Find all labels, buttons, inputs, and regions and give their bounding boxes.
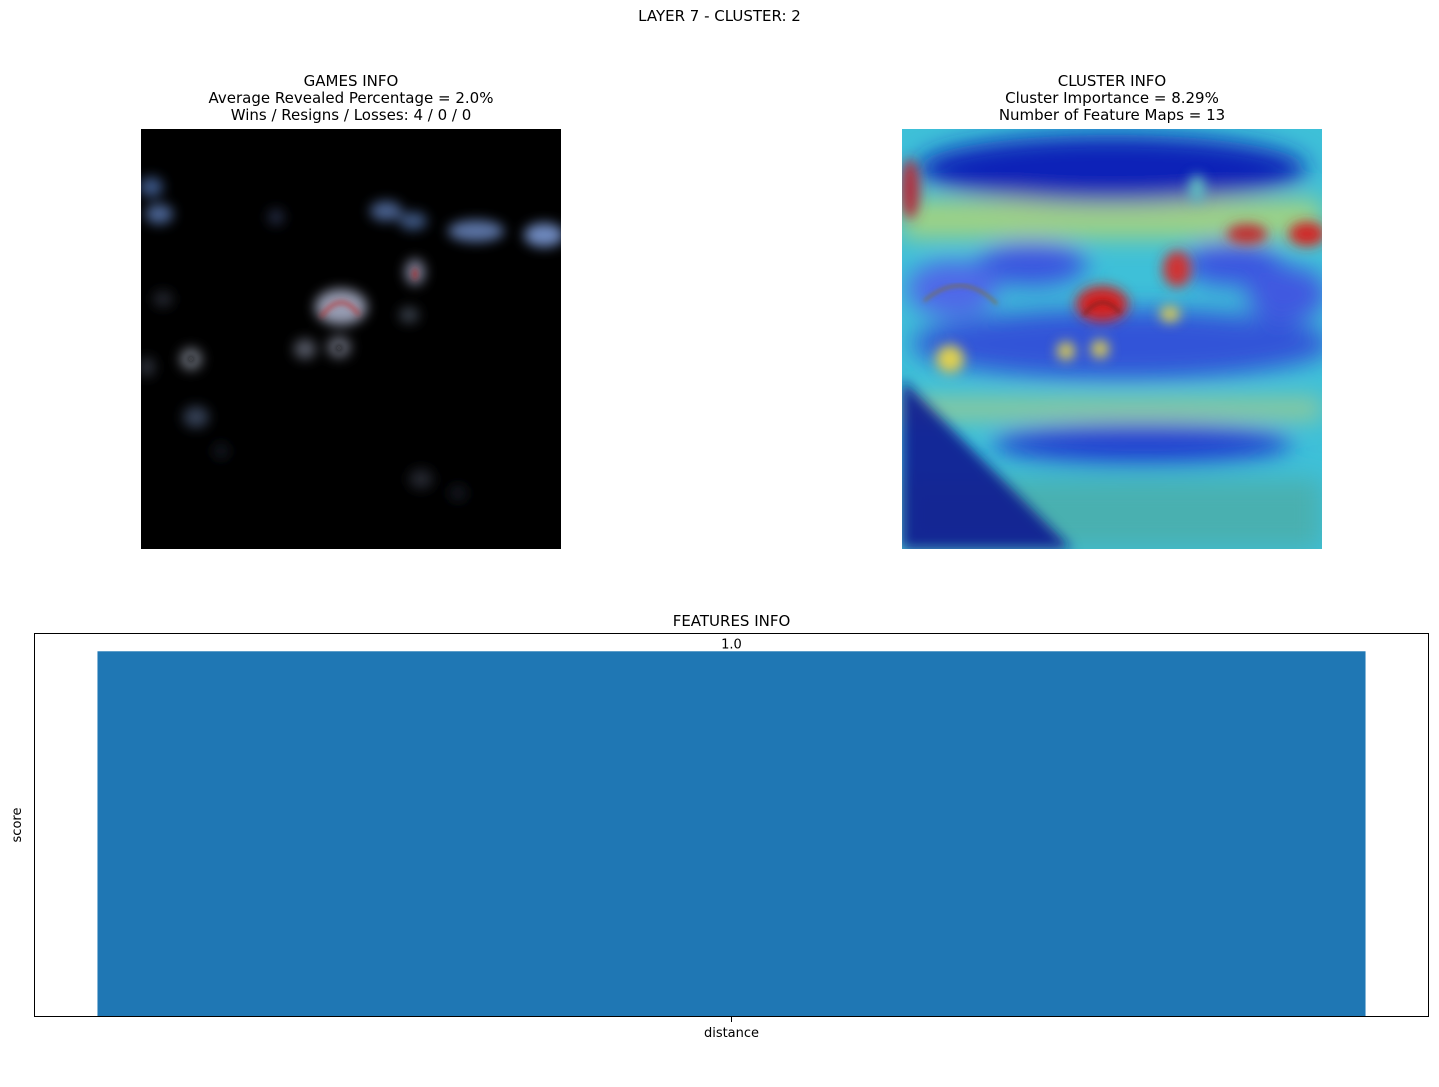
bar-distance [97, 651, 1366, 1017]
cluster-heatmap-image [902, 129, 1322, 549]
x-tick-label: distance [704, 1026, 759, 1041]
games-info-revealed: Average Revealed Percentage = 2.0% [208, 89, 494, 107]
y-axis-label: score [10, 808, 25, 843]
games-masked-image [141, 129, 561, 549]
cluster-info-feature-maps: Number of Feature Maps = 13 [998, 106, 1226, 124]
revealed-blobs [141, 177, 561, 501]
games-info-record: Wins / Resigns / Losses: 4 / 0 / 0 [230, 106, 472, 124]
bars-group: 1.0 [97, 637, 1366, 1017]
features-bar-chart: FEATURES INFO score 1.0 distance [10, 612, 1429, 1041]
cluster-info-title-block: CLUSTER INFO Cluster Importance = 8.29% … [902, 73, 1322, 124]
games-info-title: GAMES INFO [303, 72, 399, 90]
games-info-title-block: GAMES INFO Average Revealed Percentage =… [141, 73, 561, 124]
cluster-info-title: CLUSTER INFO [1057, 72, 1167, 90]
chart-title: FEATURES INFO [673, 612, 791, 630]
plot-frame [34, 633, 1429, 1017]
masked-frame-svg [141, 129, 561, 549]
bar-value-label: 1.0 [721, 637, 742, 652]
cluster-info-importance: Cluster Importance = 8.29% [1005, 89, 1219, 107]
figure-suptitle: LAYER 7 - CLUSTER: 2 [638, 7, 801, 25]
heatmap-overlay-svg [902, 129, 1322, 549]
